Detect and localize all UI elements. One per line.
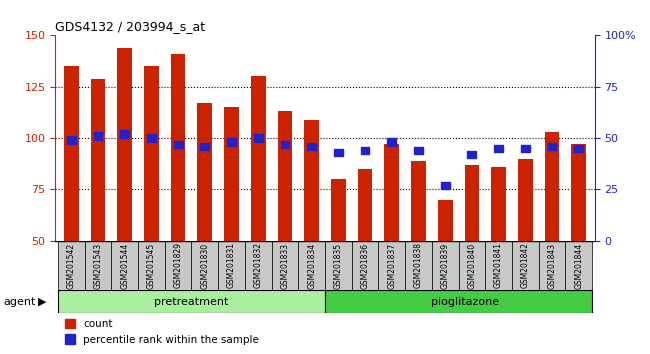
Bar	[387, 138, 396, 146]
Text: GSM201835: GSM201835	[334, 242, 343, 289]
Bar	[224, 107, 239, 241]
Text: GSM201832: GSM201832	[254, 242, 263, 289]
Bar	[547, 143, 556, 150]
Text: GSM201544: GSM201544	[120, 242, 129, 289]
FancyBboxPatch shape	[298, 241, 325, 290]
Bar	[144, 66, 159, 241]
Text: GSM201834: GSM201834	[307, 242, 316, 289]
Bar	[521, 145, 530, 152]
FancyBboxPatch shape	[138, 241, 164, 290]
Bar	[67, 136, 75, 144]
Text: GSM201842: GSM201842	[521, 242, 530, 289]
Bar	[307, 143, 316, 150]
FancyBboxPatch shape	[111, 241, 138, 290]
Text: GDS4132 / 203994_s_at: GDS4132 / 203994_s_at	[55, 20, 205, 33]
Bar	[441, 182, 450, 189]
Text: GSM201837: GSM201837	[387, 242, 396, 289]
Bar	[411, 161, 426, 241]
Bar	[358, 169, 372, 241]
Bar	[384, 144, 399, 241]
Bar	[545, 132, 560, 241]
Bar	[147, 135, 156, 142]
Text: agent: agent	[3, 297, 36, 307]
Bar	[465, 165, 479, 241]
Text: GSM201838: GSM201838	[414, 242, 423, 289]
FancyBboxPatch shape	[486, 241, 512, 290]
FancyBboxPatch shape	[218, 241, 245, 290]
Bar	[171, 54, 185, 241]
Bar	[304, 120, 319, 241]
Bar	[120, 130, 129, 138]
Bar	[494, 145, 503, 152]
Bar	[334, 149, 343, 156]
Bar	[64, 66, 79, 241]
Text: GSM201545: GSM201545	[147, 242, 156, 289]
Bar	[575, 145, 583, 152]
Bar	[174, 141, 183, 148]
Legend: count, percentile rank within the sample: count, percentile rank within the sample	[60, 315, 263, 349]
FancyBboxPatch shape	[378, 241, 405, 290]
Bar	[518, 159, 532, 241]
Bar	[198, 103, 212, 241]
FancyBboxPatch shape	[512, 241, 539, 290]
Text: ▶: ▶	[38, 297, 46, 307]
Bar	[254, 135, 263, 142]
Text: GSM201841: GSM201841	[494, 242, 503, 289]
Bar	[571, 144, 586, 241]
Bar	[90, 79, 105, 241]
Bar	[227, 138, 236, 146]
FancyBboxPatch shape	[272, 241, 298, 290]
Bar	[467, 151, 476, 158]
Bar	[438, 200, 452, 241]
Bar	[491, 167, 506, 241]
Bar	[200, 143, 209, 150]
Text: GSM201839: GSM201839	[441, 242, 450, 289]
Bar	[331, 179, 346, 241]
Text: pretreatment: pretreatment	[154, 297, 229, 307]
FancyBboxPatch shape	[58, 241, 84, 290]
FancyBboxPatch shape	[432, 241, 458, 290]
Text: pioglitazone: pioglitazone	[431, 297, 499, 307]
Text: GSM201542: GSM201542	[67, 242, 76, 289]
Bar	[281, 141, 289, 148]
Text: GSM201836: GSM201836	[361, 242, 370, 289]
Bar	[94, 132, 103, 140]
Text: GSM201840: GSM201840	[467, 242, 476, 289]
FancyBboxPatch shape	[164, 241, 192, 290]
Bar	[118, 48, 132, 241]
FancyBboxPatch shape	[566, 241, 592, 290]
Text: GSM201831: GSM201831	[227, 242, 236, 289]
FancyBboxPatch shape	[458, 241, 486, 290]
FancyBboxPatch shape	[405, 241, 432, 290]
FancyBboxPatch shape	[192, 241, 218, 290]
Text: GSM201543: GSM201543	[94, 242, 103, 289]
FancyBboxPatch shape	[325, 290, 592, 313]
Text: GSM201829: GSM201829	[174, 242, 183, 289]
Text: GSM201830: GSM201830	[200, 242, 209, 289]
FancyBboxPatch shape	[245, 241, 272, 290]
Bar	[251, 76, 266, 241]
Text: GSM201833: GSM201833	[280, 242, 289, 289]
Text: GSM201844: GSM201844	[574, 242, 583, 289]
FancyBboxPatch shape	[325, 241, 352, 290]
Bar	[414, 147, 423, 154]
Bar	[361, 147, 369, 154]
FancyBboxPatch shape	[84, 241, 111, 290]
FancyBboxPatch shape	[352, 241, 378, 290]
FancyBboxPatch shape	[539, 241, 566, 290]
Text: GSM201843: GSM201843	[547, 242, 556, 289]
Bar	[278, 112, 292, 241]
FancyBboxPatch shape	[58, 290, 325, 313]
